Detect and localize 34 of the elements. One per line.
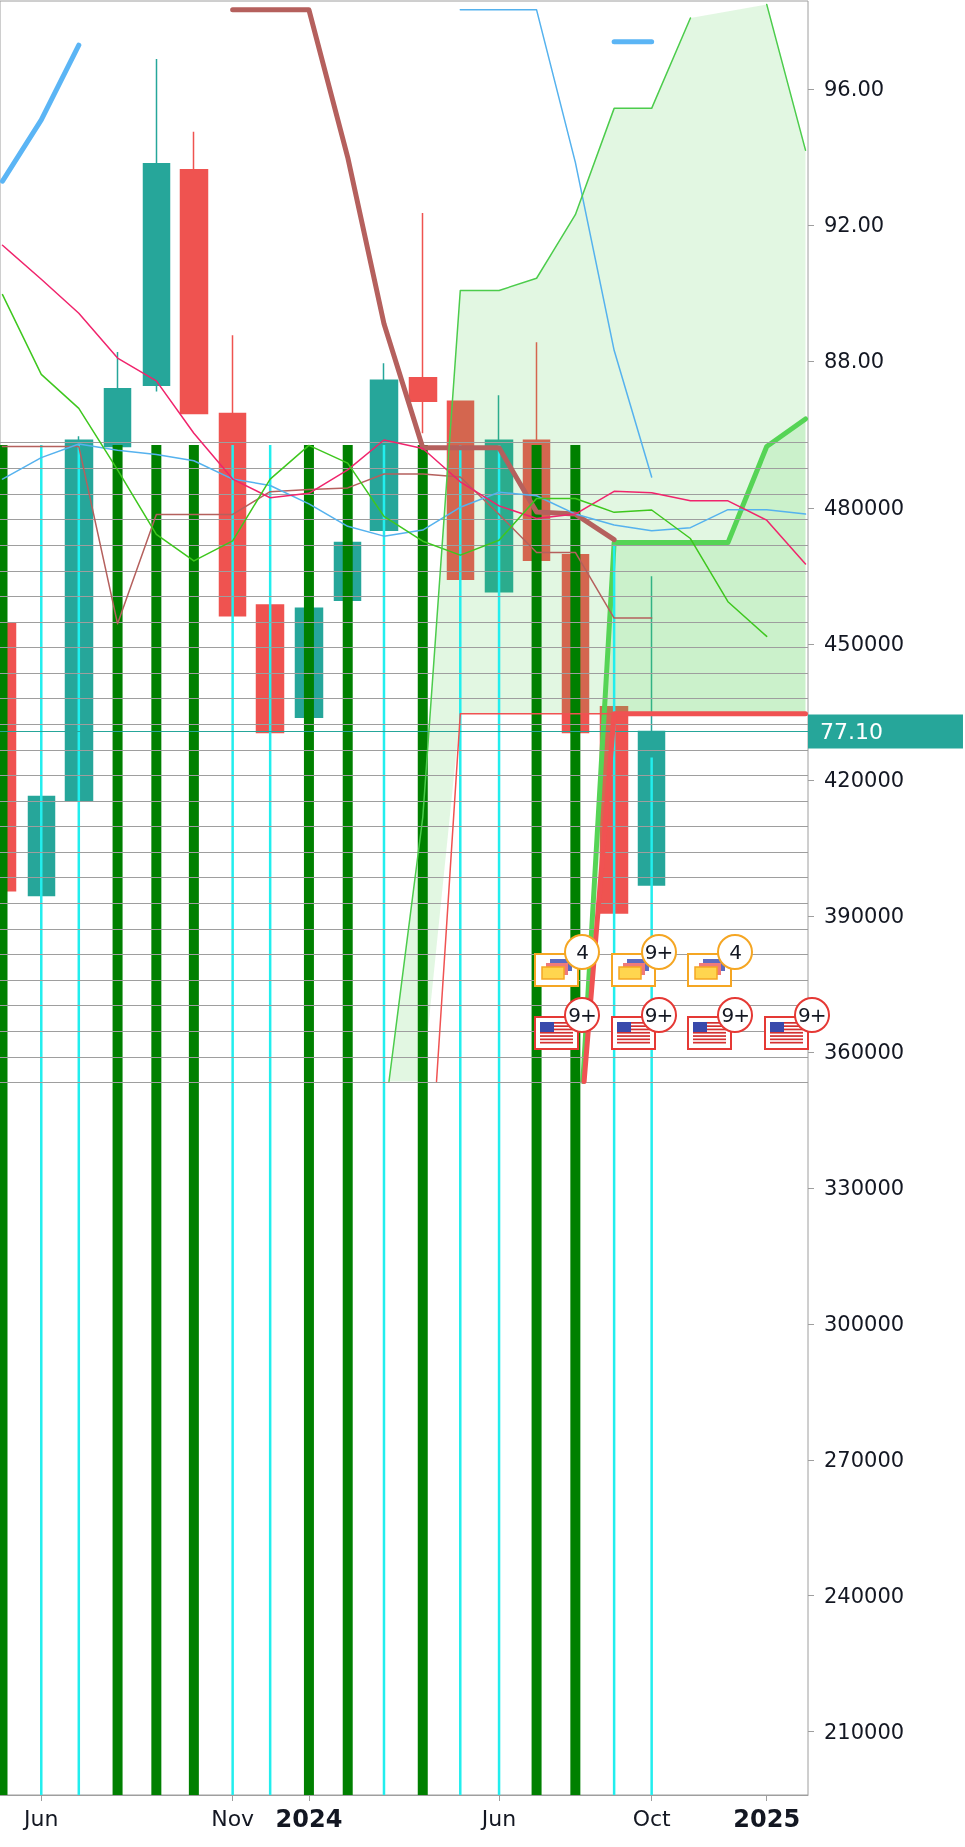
annotation: 9+ bbox=[721, 1003, 749, 1027]
y2-tick-label: 240000 bbox=[824, 1583, 905, 1608]
y2-tick-label: 300000 bbox=[824, 1311, 905, 1336]
y2-tick-label: 210000 bbox=[824, 1719, 905, 1744]
annotation: 4 bbox=[576, 940, 588, 964]
count-badge: 9+ bbox=[640, 997, 677, 1033]
x-tick-label: Jun bbox=[22, 1805, 59, 1831]
x-tick-label: 2024 bbox=[275, 1805, 343, 1833]
x-tick-label: 2025 bbox=[733, 1805, 801, 1833]
annotation: 4 bbox=[729, 940, 742, 964]
count-badge: 4 bbox=[564, 934, 600, 970]
y2-tick-label: 390000 bbox=[824, 904, 905, 929]
y2-tick-label: 450000 bbox=[824, 632, 905, 657]
count-badge: 9+ bbox=[717, 997, 754, 1033]
y2-tick-label: 480000 bbox=[824, 496, 905, 521]
y2-tick-label: 360000 bbox=[824, 1040, 905, 1065]
count-badge: 4 bbox=[717, 934, 754, 970]
count-badge: 9+ bbox=[793, 997, 830, 1033]
y-tick-label: 88.00 bbox=[824, 349, 885, 374]
annotation: 9+ bbox=[568, 1003, 596, 1027]
y2-tick-label: 420000 bbox=[824, 768, 905, 793]
count-badge: 9+ bbox=[564, 997, 600, 1033]
y2-tick-label: 270000 bbox=[824, 1447, 905, 1472]
count-badge: 9+ bbox=[640, 934, 677, 970]
x-tick-label: Nov bbox=[211, 1805, 255, 1831]
annotation: 9+ bbox=[798, 1003, 826, 1027]
annotation: 9+ bbox=[644, 940, 673, 964]
x-tick-label: Jun bbox=[479, 1805, 517, 1831]
annotation: 9+ bbox=[644, 1003, 673, 1027]
y2-tick-label: 330000 bbox=[824, 1175, 905, 1200]
y-tick-label: 92.00 bbox=[824, 213, 885, 238]
y-tick-label: 96.00 bbox=[824, 77, 885, 102]
ref-line-label: 77.10 bbox=[820, 719, 883, 745]
x-tick-label: Oct bbox=[632, 1805, 672, 1831]
